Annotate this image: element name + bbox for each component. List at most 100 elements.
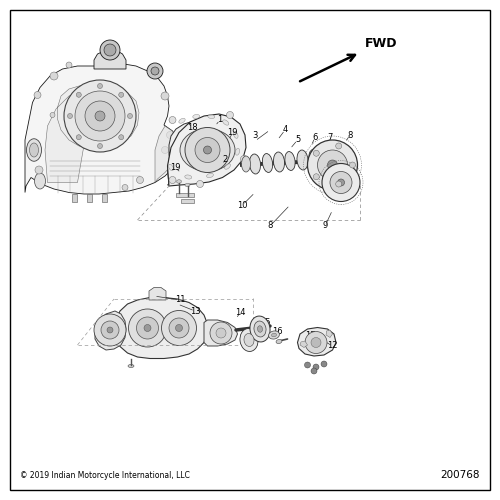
Ellipse shape — [254, 321, 266, 337]
Ellipse shape — [240, 328, 258, 351]
Text: 7: 7 — [328, 133, 332, 142]
Polygon shape — [168, 119, 241, 185]
Text: 8: 8 — [348, 130, 352, 140]
Ellipse shape — [272, 333, 276, 337]
Circle shape — [314, 174, 320, 180]
Ellipse shape — [128, 364, 134, 368]
Text: 200768: 200768 — [440, 470, 480, 480]
Circle shape — [122, 184, 128, 190]
Circle shape — [50, 112, 55, 117]
Polygon shape — [204, 320, 238, 346]
Circle shape — [313, 364, 319, 370]
Text: 6: 6 — [312, 133, 318, 142]
Circle shape — [151, 67, 159, 75]
Ellipse shape — [34, 173, 46, 189]
Text: 4: 4 — [282, 126, 288, 134]
Circle shape — [210, 322, 232, 344]
Ellipse shape — [208, 114, 214, 118]
Circle shape — [305, 332, 327, 353]
Text: 8: 8 — [268, 222, 272, 230]
Text: 19: 19 — [170, 163, 180, 172]
Text: 3: 3 — [252, 130, 258, 140]
Text: 19: 19 — [227, 128, 238, 137]
Circle shape — [195, 138, 220, 162]
Circle shape — [75, 91, 125, 141]
Circle shape — [176, 324, 182, 332]
Ellipse shape — [309, 150, 319, 169]
Circle shape — [85, 101, 115, 131]
Circle shape — [311, 368, 317, 374]
Circle shape — [311, 338, 321, 347]
Text: 16: 16 — [272, 326, 283, 336]
Ellipse shape — [297, 150, 308, 170]
Circle shape — [98, 84, 102, 88]
Ellipse shape — [250, 316, 270, 342]
Circle shape — [226, 112, 234, 118]
Circle shape — [216, 328, 226, 338]
Circle shape — [118, 134, 124, 140]
Bar — [102, 194, 106, 202]
Ellipse shape — [234, 132, 238, 138]
Ellipse shape — [180, 128, 235, 171]
Ellipse shape — [30, 143, 38, 157]
Circle shape — [104, 44, 116, 56]
Ellipse shape — [268, 331, 280, 339]
Circle shape — [321, 361, 327, 367]
Circle shape — [169, 116, 176, 123]
Bar — [181, 198, 194, 202]
Polygon shape — [94, 50, 126, 69]
Text: 15: 15 — [260, 318, 270, 327]
Circle shape — [147, 63, 163, 79]
Polygon shape — [168, 114, 246, 186]
Circle shape — [101, 321, 119, 339]
Circle shape — [35, 166, 43, 174]
Circle shape — [304, 362, 310, 368]
Polygon shape — [95, 311, 126, 350]
Circle shape — [34, 92, 41, 98]
Ellipse shape — [262, 154, 272, 172]
Circle shape — [240, 156, 248, 162]
Circle shape — [136, 317, 158, 339]
Ellipse shape — [236, 148, 240, 155]
Polygon shape — [149, 288, 166, 300]
Ellipse shape — [258, 326, 262, 332]
Text: 18: 18 — [187, 123, 198, 132]
Circle shape — [166, 132, 173, 138]
Circle shape — [162, 310, 196, 346]
Circle shape — [196, 180, 203, 188]
Ellipse shape — [285, 152, 295, 171]
Ellipse shape — [224, 164, 230, 169]
Text: © 2019 Indian Motorcycle International, LLC: © 2019 Indian Motorcycle International, … — [20, 471, 190, 480]
Bar — [86, 194, 92, 202]
Circle shape — [338, 179, 344, 186]
Ellipse shape — [168, 164, 173, 170]
Bar — [176, 193, 194, 197]
Ellipse shape — [276, 340, 282, 344]
Ellipse shape — [244, 334, 254, 346]
Circle shape — [118, 92, 124, 98]
Text: 14: 14 — [235, 308, 245, 317]
Text: 9: 9 — [322, 222, 328, 230]
Circle shape — [330, 172, 352, 194]
Circle shape — [76, 92, 82, 98]
Ellipse shape — [185, 175, 192, 179]
Text: 1: 1 — [218, 116, 222, 124]
Text: FWD: FWD — [365, 37, 398, 50]
Ellipse shape — [242, 156, 250, 172]
Polygon shape — [300, 341, 308, 347]
Circle shape — [50, 72, 58, 80]
Circle shape — [169, 318, 189, 338]
Polygon shape — [45, 84, 139, 182]
Circle shape — [100, 40, 120, 60]
Circle shape — [98, 144, 102, 148]
Circle shape — [162, 146, 168, 154]
Ellipse shape — [206, 174, 214, 178]
Circle shape — [308, 140, 358, 190]
Circle shape — [336, 181, 342, 187]
Text: 12: 12 — [327, 342, 338, 350]
Polygon shape — [326, 330, 332, 338]
Text: 5: 5 — [295, 136, 300, 144]
Circle shape — [336, 143, 342, 149]
Text: 13: 13 — [190, 306, 200, 316]
Circle shape — [318, 150, 348, 180]
